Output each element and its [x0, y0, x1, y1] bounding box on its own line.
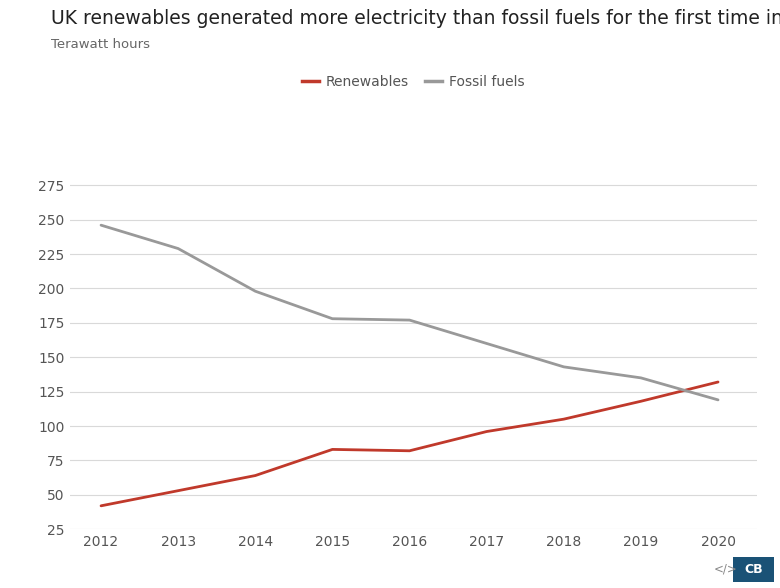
Legend: Renewables, Fossil fuels: Renewables, Fossil fuels	[296, 69, 530, 95]
Text: UK renewables generated more electricity than fossil fuels for the first time in: UK renewables generated more electricity…	[51, 9, 780, 28]
Text: Terawatt hours: Terawatt hours	[51, 38, 150, 51]
Text: </>: </>	[714, 562, 737, 575]
Text: CB: CB	[744, 563, 763, 576]
